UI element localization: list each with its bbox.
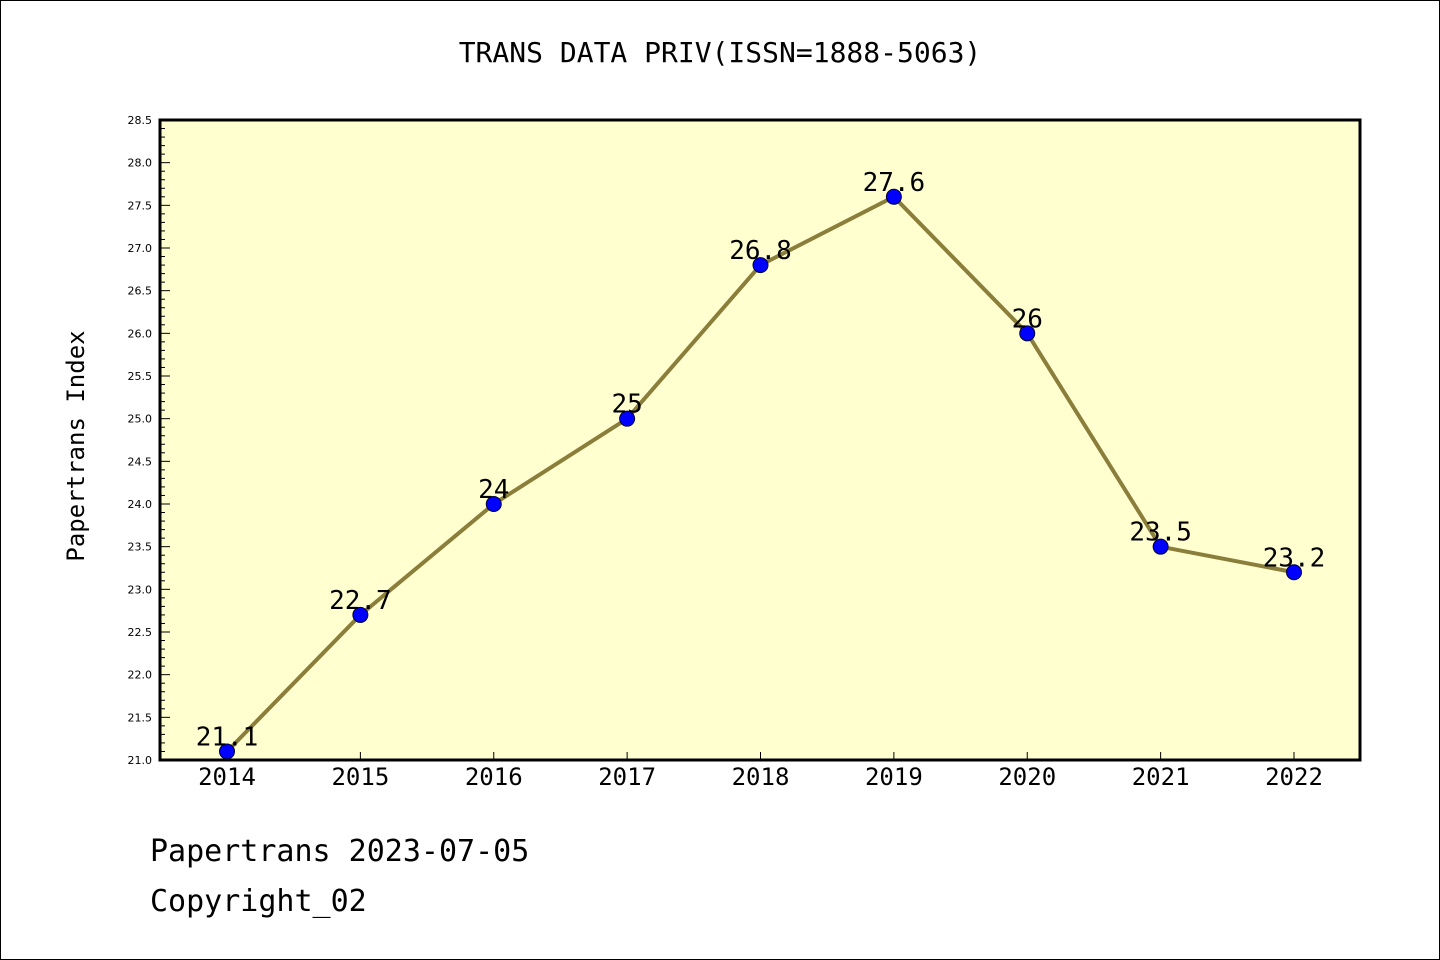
data-label: 24	[478, 475, 509, 505]
data-point	[1019, 325, 1036, 342]
data-label: 21.1	[196, 722, 259, 752]
y-tick-label: 21.5	[128, 711, 153, 724]
y-tick-label: 28.0	[128, 157, 153, 170]
y-tick-label: 25.5	[128, 370, 153, 383]
x-tick-label: 2022	[1265, 763, 1323, 791]
x-axis-ticks: 2014 2015 2016 2017 2018 2019 2020 2021 2022	[198, 752, 1323, 791]
plot-border	[158, 118, 1362, 762]
data-label: 25	[611, 390, 642, 420]
y-tick-label: 25.0	[128, 413, 153, 426]
y-tick-label: 24.0	[128, 498, 153, 511]
data-point	[485, 496, 502, 512]
data-point	[1152, 538, 1169, 555]
y-tick-label: 27.0	[128, 242, 153, 255]
y-axis-ticks: 21.0 21.5 22.0 22.5 23.0 23.5 24.0 24.5 25.0 25.5…	[128, 114, 170, 767]
x-tick-label: 2014	[198, 763, 256, 791]
data-point	[619, 410, 636, 427]
data-label: 22.7	[329, 586, 392, 616]
footer-copyright: Copyright_02	[150, 884, 367, 919]
footer-date: Papertrans 2023-07-05	[150, 834, 530, 869]
x-tick-label: 2016	[465, 763, 523, 791]
data-point	[1286, 564, 1302, 581]
plot-area	[160, 120, 1360, 760]
data-label: 26	[1012, 304, 1043, 334]
y-tick-label: 26.0	[128, 327, 153, 340]
data-point	[752, 257, 769, 274]
data-label: 23.5	[1129, 518, 1192, 548]
data-labels: 21.1 22.7 24 25 26.8 27.6 26 23.5 23.2	[196, 168, 1326, 753]
y-tick-label: 23.0	[128, 583, 153, 596]
chart-title: TRANS DATA PRIV(ISSN=1888-5063)	[458, 36, 982, 69]
y-tick-label: 21.0	[128, 754, 153, 767]
x-tick-label: 2018	[732, 763, 790, 791]
data-markers	[219, 188, 1302, 760]
y-tick-label: 26.5	[128, 285, 153, 298]
x-tick-label: 2021	[1132, 763, 1190, 791]
data-label: 27.6	[863, 168, 926, 198]
data-label: 23.2	[1263, 543, 1326, 573]
data-point	[352, 606, 369, 623]
y-tick-label: 28.5	[128, 114, 153, 127]
x-tick-label: 2017	[598, 763, 656, 791]
y-tick-label: 27.5	[128, 199, 153, 212]
x-tick-label: 2020	[998, 763, 1056, 791]
data-label: 26.8	[729, 236, 792, 266]
y-tick-label: 22.5	[128, 626, 153, 639]
y-tick-label: 23.5	[128, 541, 153, 554]
y-tick-label: 24.5	[128, 455, 153, 468]
x-tick-label: 2015	[331, 763, 389, 791]
y-tick-label: 22.0	[128, 669, 153, 682]
data-point	[885, 188, 902, 205]
x-tick-label: 2019	[865, 763, 923, 791]
